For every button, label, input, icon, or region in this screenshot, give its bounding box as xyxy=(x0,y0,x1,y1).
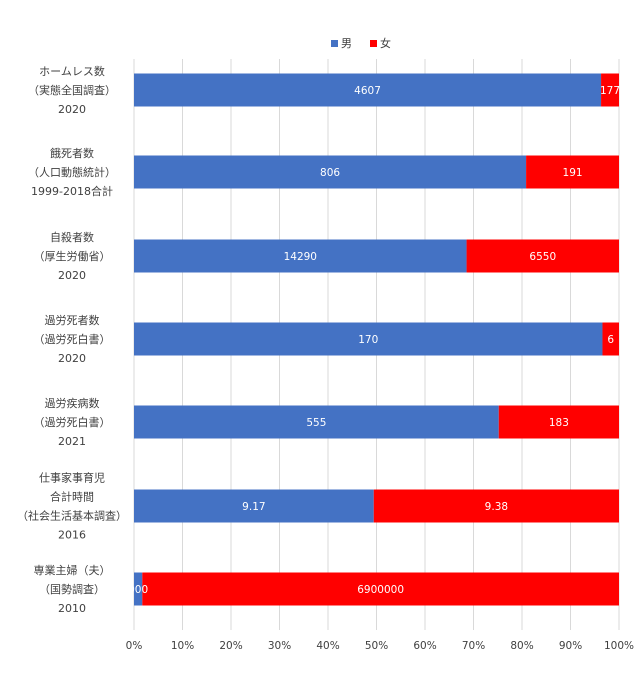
data-label-male: 4607 xyxy=(354,85,381,97)
category-label-line: 2020 xyxy=(58,269,86,282)
x-tick-label: 30% xyxy=(268,640,291,652)
category-label-line: 2010 xyxy=(58,602,86,615)
category-label-line: （過労死白書） xyxy=(34,415,111,429)
bar-male xyxy=(134,572,143,606)
category-label-line: 2016 xyxy=(58,529,86,542)
data-label-female: 6900000 xyxy=(357,584,404,596)
category-label-line: ホームレス数 xyxy=(39,65,105,78)
x-tick-label: 20% xyxy=(219,640,242,652)
data-label-female: 183 xyxy=(549,417,569,429)
legend: 男女 xyxy=(331,36,391,50)
data-labels: 4607 177 806 191 14290 6550 170 6 555 183 9.17 9.38… xyxy=(128,85,620,596)
x-tick-label: 10% xyxy=(171,640,194,652)
data-label-female: 177 xyxy=(600,85,620,97)
data-label-female: 6 xyxy=(607,334,614,346)
x-tick-label: 40% xyxy=(316,640,339,652)
category-label-line: （社会生活基本調査） xyxy=(17,509,127,523)
category-label-line: （人口動態統計） xyxy=(28,165,116,179)
x-tick-label: 50% xyxy=(365,640,388,652)
legend-label: 女 xyxy=(380,36,391,50)
data-label-female: 9.38 xyxy=(485,501,508,513)
bar-male xyxy=(134,405,499,439)
legend-swatch xyxy=(370,40,377,47)
category-label-line: 餓死者数 xyxy=(50,146,94,160)
category-label-line: 過労死者数 xyxy=(45,313,100,327)
data-label-male: 555 xyxy=(306,417,326,429)
x-axis-ticks: 0% 10% 20% 30% 40% 50% 60% 70% 80% 90% 100% xyxy=(126,640,634,652)
x-tick-label: 90% xyxy=(559,640,582,652)
category-label-line: 過労疾病数 xyxy=(45,396,100,410)
category-label: 過労疾病数 （過労死白書） 2021 xyxy=(34,396,111,448)
bar-male xyxy=(134,73,602,107)
bars xyxy=(134,73,620,606)
category-label-line: 2020 xyxy=(58,352,86,365)
category-label: 自殺者数 （厚生労働省） 2020 xyxy=(34,230,111,282)
category-label-line: 合計時間 xyxy=(50,490,94,504)
category-label-line: 専業主婦（夫） xyxy=(34,563,111,577)
x-tick-label: 60% xyxy=(413,640,436,652)
bar-female xyxy=(466,239,619,273)
bar-male xyxy=(134,239,467,273)
bar-female xyxy=(526,155,619,189)
x-tick-label: 0% xyxy=(126,640,143,652)
bar-female xyxy=(602,322,619,356)
bar-male xyxy=(134,155,527,189)
data-label-male: 806 xyxy=(320,167,340,179)
bar-female xyxy=(142,572,620,606)
data-label-male: 14290 xyxy=(284,251,317,263)
bar-male xyxy=(134,322,603,356)
data-label-female: 6550 xyxy=(529,251,556,263)
legend-swatch xyxy=(331,40,338,47)
category-label: 過労死者数 （過労死白書） 2020 xyxy=(34,313,111,365)
data-label-male: 9.17 xyxy=(242,501,265,513)
category-label-line: 2020 xyxy=(58,103,86,116)
category-label: ホームレス数 （実態全国調査） 2020 xyxy=(28,65,116,116)
category-label-line: 自殺者数 xyxy=(50,230,94,244)
category-label-line: 仕事家事育児 xyxy=(39,471,105,485)
data-label-female: 191 xyxy=(563,167,583,179)
category-label-line: （実態全国調査） xyxy=(28,83,116,97)
category-label-line: （厚生労働省） xyxy=(34,249,111,263)
x-tick-label: 100% xyxy=(604,640,634,652)
category-label: 専業主婦（夫） （国勢調査） 2010 xyxy=(34,563,111,615)
category-label-line: （国勢調査） xyxy=(39,582,105,596)
bar-female xyxy=(373,489,619,523)
x-tick-label: 80% xyxy=(510,640,533,652)
x-tick-label: 70% xyxy=(462,640,485,652)
category-label-line: 1999-2018合計 xyxy=(31,184,113,198)
category-label-line: 2021 xyxy=(58,435,86,448)
data-label-male: 170 xyxy=(358,334,378,346)
bar-female xyxy=(601,73,619,107)
category-label: 餓死者数 （人口動態統計） 1999-2018合計 xyxy=(28,146,116,198)
bar-female xyxy=(498,405,619,439)
category-labels: ホームレス数 （実態全国調査） 2020 餓死者数 （人口動態統計） 1999-2018合… xyxy=(17,65,127,615)
bar-male xyxy=(134,489,374,523)
category-label-line: （過労死白書） xyxy=(34,332,111,346)
legend-label: 男 xyxy=(341,37,352,50)
data-label-male: 000 xyxy=(128,584,148,596)
